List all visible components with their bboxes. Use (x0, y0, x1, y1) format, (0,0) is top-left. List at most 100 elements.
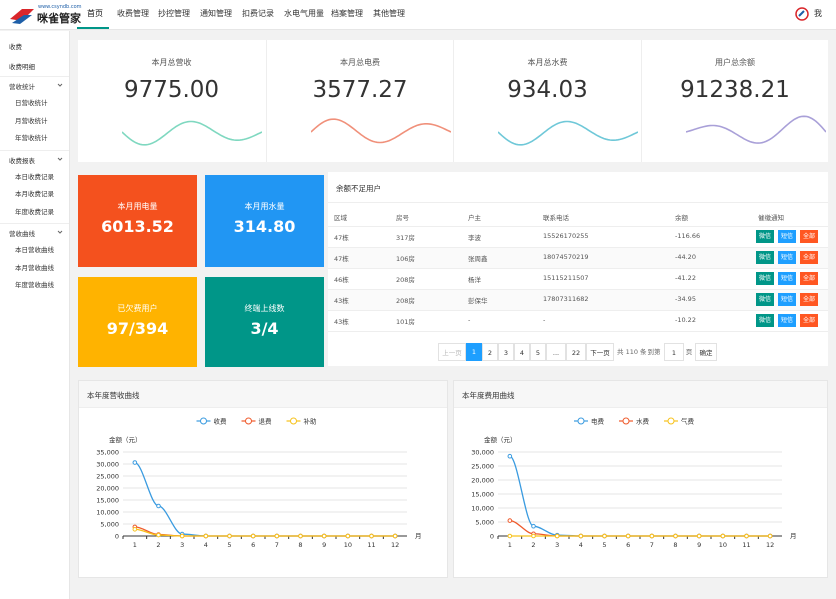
nav-item[interactable]: 水电气用量 (284, 9, 324, 18)
action-button[interactable]: 短信 (778, 272, 796, 285)
action-button[interactable]: 短信 (778, 293, 796, 306)
x-tick-label: 9 (322, 541, 326, 549)
nav-item[interactable]: 抄控管理 (158, 9, 190, 18)
chart-header (79, 381, 447, 408)
sidebar-item[interactable]: 收费明细 (9, 63, 35, 71)
data-point (156, 503, 161, 509)
x-tick-label: 7 (275, 541, 279, 549)
legend-icon (200, 417, 207, 425)
sidebar-item[interactable]: 本月收费记录 (15, 190, 54, 198)
x-tick-label: 9 (697, 541, 701, 549)
pagination-item[interactable]: 4 (514, 343, 530, 361)
x-tick-label: 2 (156, 541, 160, 549)
pagination-item[interactable]: 确定 (695, 343, 717, 361)
series-line (134, 461, 396, 537)
cell: 47栋 (334, 234, 349, 242)
tile-label: 本月用电量 (117, 202, 158, 211)
sidebar-item[interactable]: 年度营收曲线 (15, 281, 54, 289)
sidebar-item[interactable]: 本日营收曲线 (15, 246, 54, 254)
sidebar-item[interactable]: 年度收费记录 (15, 207, 54, 216)
action-button[interactable]: 微信 (756, 251, 774, 264)
action-button[interactable]: 全部 (800, 251, 818, 264)
sidebar-divider (0, 76, 69, 77)
x-tick-label: 3 (180, 541, 184, 549)
cell: 张周鑫 (468, 255, 488, 263)
sidebar-item[interactable]: 本日收费记录 (15, 172, 54, 181)
sidebar-divider (0, 223, 69, 224)
column-header: 联系电话 (543, 214, 569, 222)
action-button[interactable]: 微信 (756, 272, 774, 285)
table-title: 余额不足用户 (336, 184, 381, 193)
sidebar-item[interactable]: 日营收统计 (15, 99, 48, 107)
data-point (179, 533, 185, 539)
stat-card: 用户总余额 91238.21 (640, 40, 829, 162)
nav-item[interactable]: 首页 (87, 9, 103, 18)
x-axis-title: 月 (415, 532, 422, 540)
graphic (10, 9, 34, 24)
pagination-item[interactable]: 上一页 (438, 343, 466, 361)
data-point (132, 526, 138, 532)
nav-item[interactable]: 收费管理 (117, 9, 149, 18)
action-button[interactable]: 微信 (756, 314, 774, 327)
nav-item[interactable]: 档案管理 (331, 9, 363, 18)
action-button[interactable]: 短信 (778, 251, 796, 264)
nav-item[interactable]: 扣费记录 (242, 9, 274, 18)
pagination-item[interactable]: 1 (664, 343, 684, 361)
user-menu[interactable]: 我 (814, 9, 822, 18)
action-button[interactable]: 全部 (800, 272, 818, 285)
pagination-item[interactable]: 3 (498, 343, 514, 361)
data-point (507, 518, 513, 523)
nav-item[interactable]: 通知管理 (200, 9, 232, 18)
stat-tile: 本月用电量 6013.52 (78, 175, 197, 267)
pagination-item[interactable]: 1 (466, 343, 482, 361)
action-button[interactable]: 短信 (778, 314, 796, 327)
header: www.csyndb.com 咪雀管家 首页 收费管理 抄控管理 通知管理 扣费记录 水电气用… (0, 0, 836, 30)
pagination-item[interactable]: 2 (482, 343, 498, 361)
data-point (673, 533, 678, 539)
action-button[interactable]: 微信 (756, 293, 774, 306)
tile-label: 已欠费用户 (117, 304, 158, 313)
cell: 杨洋 (468, 276, 481, 284)
sidebar: 收费收费明细营收统计日营收统计月营收统计年营收统计收费报表本日收费记录 本月收费记… (0, 31, 70, 599)
table-panel: 余额不足用户 区域 房号 户主 联系电话 余额 催缴通知 47栋 317房 李波 155261702… (328, 172, 828, 366)
y-tick-label: 15,000 (471, 491, 494, 499)
data-point (298, 533, 303, 539)
sidebar-group[interactable]: 营收曲线 (9, 230, 35, 238)
tile-label: 本月用水量 (244, 202, 285, 211)
chart-title: 本年度营收曲线 (87, 391, 140, 400)
stat-card: 本月总营收 9775.00 (78, 40, 266, 162)
cell: 43栋 (334, 297, 349, 305)
action-button[interactable]: 全部 (800, 230, 818, 243)
data-point (649, 533, 655, 539)
action-button[interactable]: 短信 (778, 230, 796, 243)
cell: 李波 (468, 234, 481, 242)
chevron (57, 157, 63, 161)
x-tick-label: 10 (719, 541, 727, 549)
action-button[interactable]: 全部 (800, 293, 818, 306)
column-header: 房号 (396, 214, 409, 222)
sidebar-item[interactable]: 月营收统计 (15, 116, 48, 125)
stat-label: 本月总电费 (340, 58, 380, 67)
logo-url: www.csyndb.com (38, 4, 82, 10)
sidebar-item[interactable]: 收费 (9, 43, 22, 51)
data-point (578, 533, 584, 539)
sidebar-group[interactable]: 营收统计 (9, 83, 35, 91)
x-tick-label: 4 (204, 541, 208, 549)
x-tick-label: 5 (227, 541, 231, 549)
y-tick-label: 0 (490, 533, 494, 541)
sidebar-group[interactable]: 收费报表 (9, 156, 35, 165)
action-button[interactable]: 全部 (800, 314, 818, 327)
sidebar-item[interactable]: 年营收统计 (15, 134, 48, 142)
pagination-item[interactable]: 22 (566, 343, 586, 361)
pagination-item[interactable]: 5 (530, 343, 546, 361)
pagination-item[interactable]: ... (546, 343, 566, 361)
column-header: 户主 (468, 214, 481, 222)
action-button[interactable]: 微信 (756, 230, 774, 243)
nav-item[interactable]: 其他管理 (373, 9, 405, 18)
pagination-item[interactable]: 下一页 (586, 343, 614, 361)
sparkline (685, 115, 826, 144)
logo-name: 咪雀管家 (37, 12, 81, 25)
y-tick-label: 10,000 (471, 505, 494, 513)
data-point (392, 533, 398, 539)
sidebar-item[interactable]: 本月营收曲线 (15, 263, 54, 272)
